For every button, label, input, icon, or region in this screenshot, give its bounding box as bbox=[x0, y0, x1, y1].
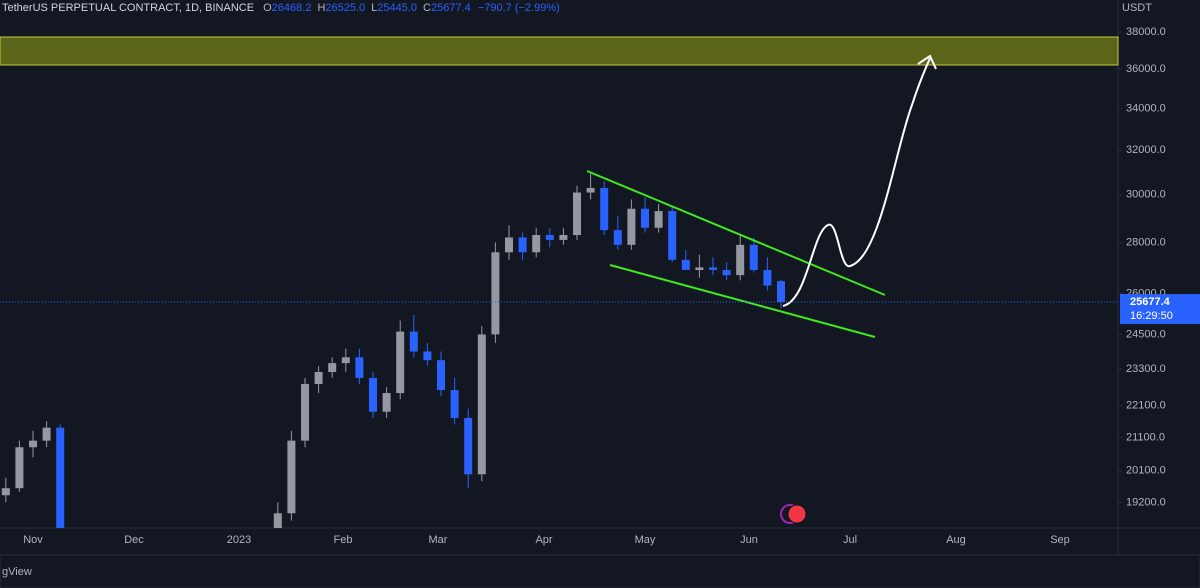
candle-body bbox=[369, 377, 377, 412]
candle-body bbox=[437, 360, 445, 391]
candle-body bbox=[600, 187, 609, 231]
y-tick-label: 20100.0 bbox=[1126, 465, 1166, 477]
candle-body bbox=[668, 211, 677, 260]
candle-body bbox=[491, 252, 500, 335]
candle-body bbox=[518, 237, 527, 253]
x-tick-label: Sep bbox=[1050, 534, 1070, 546]
y-tick-label: 32000.0 bbox=[1126, 144, 1166, 156]
candle-body bbox=[341, 357, 350, 364]
candle-body bbox=[777, 281, 785, 303]
candle-body bbox=[29, 440, 37, 448]
candle-body bbox=[355, 357, 364, 378]
x-tick-label: Aug bbox=[946, 534, 966, 546]
ohlc-key: H bbox=[317, 2, 325, 14]
candle-body bbox=[382, 393, 391, 412]
last-price-box bbox=[1120, 294, 1200, 325]
y-tick-label: 24500.0 bbox=[1126, 328, 1166, 340]
ohlc: O26468.2 H26525.0 L25445.0 C25677.4 bbox=[263, 2, 471, 14]
candles bbox=[1, 172, 785, 528]
y-tick-label: 30000.0 bbox=[1126, 189, 1166, 201]
candle-body bbox=[301, 383, 309, 441]
footer-bar bbox=[0, 554, 1200, 588]
last-price-label: 25677.4 bbox=[1130, 296, 1171, 308]
candle-body bbox=[505, 237, 513, 253]
x-tick-label: May bbox=[635, 534, 656, 546]
x-tick-label: Apr bbox=[535, 534, 552, 546]
candle-body bbox=[749, 244, 758, 270]
projection-arrow bbox=[782, 57, 931, 307]
candle-body bbox=[695, 267, 704, 270]
x-tick-label: Mar bbox=[429, 534, 448, 546]
candle-body bbox=[709, 267, 717, 270]
y-axis-unit: USDT bbox=[1122, 2, 1152, 14]
change: −790.7 (−2.99%) bbox=[478, 2, 560, 14]
candle-body bbox=[532, 235, 541, 253]
symbol: TetherUS PERPETUAL CONTRACT, 1D, BINANCE bbox=[2, 2, 254, 14]
x-tick-label: 2023 bbox=[227, 534, 251, 546]
arrow-head bbox=[917, 54, 937, 70]
ohlc-key: C bbox=[423, 2, 431, 14]
header: TetherUS PERPETUAL CONTRACT, 1D, BINANCE… bbox=[2, 2, 560, 14]
candle-body bbox=[613, 230, 622, 245]
candle-body bbox=[450, 390, 459, 419]
ohlc-value: 26525.0 bbox=[325, 2, 365, 14]
candle-body bbox=[573, 192, 581, 236]
candle-body bbox=[464, 418, 473, 475]
x-tick-label: Dec bbox=[124, 534, 144, 546]
candle-body bbox=[641, 208, 649, 228]
candle-body bbox=[586, 187, 595, 193]
x-tick-label: Jul bbox=[843, 534, 857, 546]
y-tick-label: 36000.0 bbox=[1126, 63, 1166, 75]
ohlc-key: O bbox=[263, 2, 272, 14]
candle-body bbox=[559, 235, 568, 240]
y-tick-label: 23300.0 bbox=[1126, 363, 1166, 375]
candle-body bbox=[409, 331, 418, 352]
x-tick-label: Nov bbox=[23, 534, 43, 546]
countdown: 16:29:50 bbox=[1130, 310, 1173, 322]
candle-body bbox=[396, 331, 405, 394]
event-icon[interactable] bbox=[787, 504, 807, 524]
candle-body bbox=[273, 513, 282, 528]
y-tick-label: 21100.0 bbox=[1126, 431, 1165, 443]
candle-body bbox=[477, 334, 486, 475]
channel-upper bbox=[586, 170, 886, 296]
candle-body bbox=[1, 488, 10, 496]
y-tick-label: 28000.0 bbox=[1126, 236, 1166, 248]
candle-body bbox=[722, 269, 731, 276]
channel-lower bbox=[609, 264, 876, 338]
ohlc-value: 25445.0 bbox=[377, 2, 417, 14]
candle-body bbox=[42, 427, 51, 441]
brand: gView bbox=[2, 566, 32, 578]
y-tick-label: 34000.0 bbox=[1126, 102, 1166, 114]
y-tick-label: 38000.0 bbox=[1126, 26, 1166, 38]
y-tick-label: 22100.0 bbox=[1126, 399, 1166, 411]
candle-body bbox=[545, 235, 554, 240]
candle-body bbox=[627, 208, 636, 245]
candle-body bbox=[763, 269, 772, 286]
candle-body bbox=[15, 447, 24, 489]
y-tick-label: 19200.0 bbox=[1126, 496, 1166, 508]
candle-body bbox=[328, 363, 337, 372]
ohlc-key: L bbox=[371, 2, 377, 14]
supply-zone bbox=[0, 36, 1119, 66]
ohlc-value: 25677.4 bbox=[431, 2, 471, 14]
candle-body bbox=[423, 351, 432, 361]
ohlc-value: 26468.2 bbox=[272, 2, 312, 14]
x-tick-label: Feb bbox=[334, 534, 353, 546]
candle-body bbox=[314, 371, 323, 384]
x-tick-label: Jun bbox=[740, 534, 758, 546]
candle-body bbox=[287, 440, 296, 514]
candle-body bbox=[681, 259, 690, 270]
candle-body bbox=[56, 427, 65, 528]
candle-body bbox=[654, 211, 663, 228]
candle-body bbox=[736, 244, 745, 276]
